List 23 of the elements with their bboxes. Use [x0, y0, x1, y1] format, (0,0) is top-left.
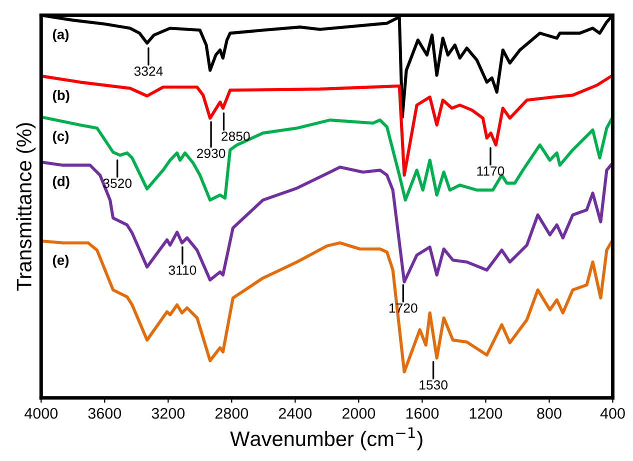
x-tick-label: 800	[537, 408, 562, 419]
annotation: 3110	[168, 265, 196, 275]
y-axis-title: Transmittance (%)	[16, 123, 36, 291]
x-tick-label: 3600	[88, 408, 122, 419]
annotation: 2930	[197, 148, 226, 158]
series-label: (b)	[52, 90, 70, 103]
series-label: (d)	[52, 176, 70, 189]
x-tick-label: 400	[600, 408, 625, 419]
annotation: 1170	[477, 166, 504, 176]
series-label: (e)	[52, 254, 69, 268]
x-axis-title: Wavenumber (cm$^{−1}$)	[230, 427, 422, 450]
annotation: 1530	[420, 380, 448, 390]
x-tick-label: 1200	[470, 408, 502, 419]
x-tick-label: 2800	[215, 408, 248, 419]
annotation: 2850	[222, 132, 250, 141]
series-label: (a)	[52, 29, 69, 42]
x-tick-label: 4000	[24, 408, 58, 419]
x-tick-label: 3200	[152, 408, 185, 419]
annotation: 3324	[134, 66, 163, 76]
series-label: (c)	[52, 130, 69, 144]
x-tick-label: 2400	[278, 408, 312, 419]
x-tick-label: 1600	[406, 408, 439, 419]
x-tick-label: 2000	[342, 408, 376, 419]
